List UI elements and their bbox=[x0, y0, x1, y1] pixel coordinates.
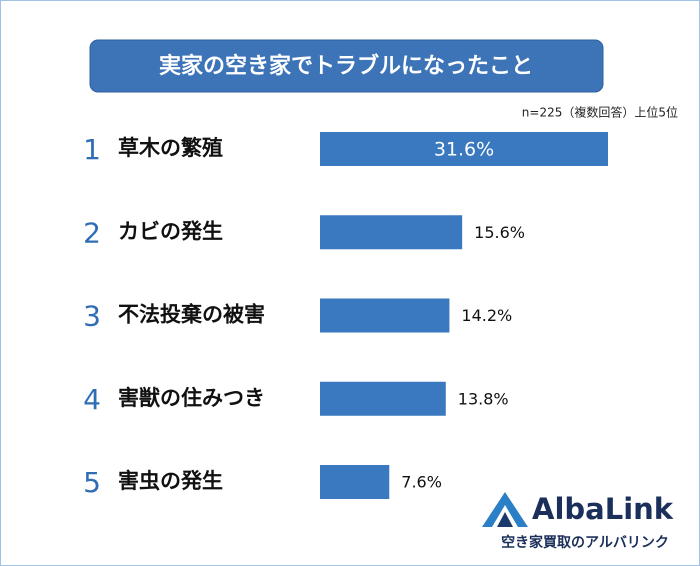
rank-label: 1 bbox=[83, 133, 101, 166]
chart-title: 実家の空き家でトラブルになったこと bbox=[159, 53, 533, 79]
title-box bbox=[89, 39, 604, 93]
rank-label: 4 bbox=[83, 383, 101, 416]
bar bbox=[320, 381, 446, 416]
logo-tagline: 空き家買取のアルバリンク bbox=[501, 534, 669, 551]
category-label: 草木の繁殖 bbox=[118, 136, 223, 160]
rank-label: 5 bbox=[83, 466, 101, 499]
value-label: 31.6% bbox=[434, 139, 494, 161]
category-label: 不法投棄の被害 bbox=[118, 303, 265, 327]
bar bbox=[320, 215, 463, 250]
logo: AlbaLink 空き家買取のアルバリンク bbox=[482, 492, 674, 551]
category-label: 害獣の住みつき bbox=[118, 386, 265, 410]
rank-label: 3 bbox=[83, 300, 101, 333]
value-label: 7.6% bbox=[401, 473, 442, 492]
category-label: カビの発生 bbox=[118, 219, 223, 243]
bar bbox=[320, 465, 390, 499]
bar bbox=[320, 298, 450, 333]
value-label: 14.2% bbox=[461, 306, 512, 325]
rank-label: 2 bbox=[83, 216, 101, 249]
logo-name: AlbaLink bbox=[532, 492, 674, 526]
note: n=225（複数回答）上位5位 bbox=[522, 105, 678, 120]
category-label: 害虫の発生 bbox=[118, 469, 223, 493]
value-label: 13.8% bbox=[458, 389, 509, 408]
value-label: 15.6% bbox=[474, 223, 525, 242]
bar bbox=[320, 132, 608, 166]
logo-icon bbox=[497, 512, 513, 527]
